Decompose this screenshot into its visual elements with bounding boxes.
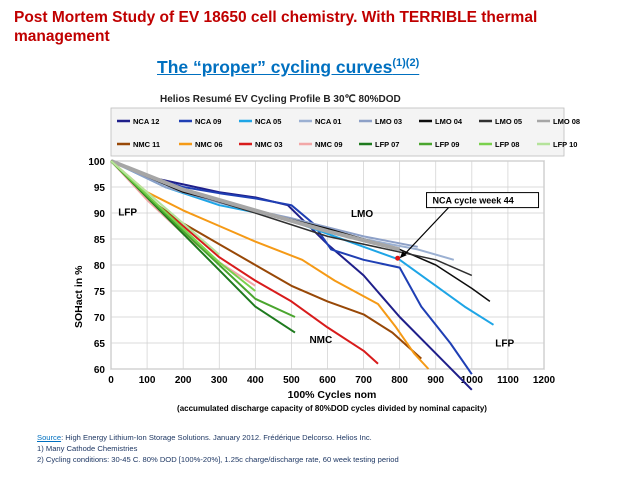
legend-label: NCA 09 [195,117,221,126]
chart-title: Helios Resumé EV Cycling Profile B 30℃ 8… [160,94,401,105]
x-tick-label: 700 [355,375,372,386]
chart-legend: NCA 12 NCA 09 NCA 05 NCA 01 LMO 03 LMO 04 LMO … [110,107,580,157]
x-tick-label: 0 [108,375,114,386]
legend-label: NCA 05 [255,117,281,126]
legend-label: LMO 05 [495,117,522,126]
y-tick-label: 60 [94,365,106,376]
x-tick-label: 100 [139,375,156,386]
x-tick-label: 200 [175,375,192,386]
legend-label: LFP 07 [375,140,399,149]
y-tick-label: 95 [94,183,106,194]
x-tick-label: 400 [247,375,264,386]
x-tick-label: 1100 [497,375,519,386]
x-tick-label: 1200 [533,375,556,386]
annotation-label: LFP [495,339,514,350]
footnotes: Source: High Energy Lithium-Ion Storage … [37,432,399,465]
y-tick-label: 80 [94,261,106,272]
subtitle-superscript: (1)(2) [392,57,420,70]
source-link[interactable]: Source [37,433,62,442]
x-axis-label: 100% Cycles nom [288,389,377,401]
footnote-1: 1) Many Cathode Chemistries [37,444,138,453]
x-tick-label: 300 [211,375,228,386]
annotation-arrowhead [399,251,407,259]
y-tick-label: 70 [94,313,106,324]
series-line [110,159,401,252]
legend-label: NCA 01 [315,117,341,126]
slide-subtitle: The “proper” cycling curves(1)(2) [157,57,419,78]
chart-annotations: LFP LMO NMC LFP NCA cycle week 44 [118,192,540,350]
cycling-chart: Helios Resumé EV Cycling Profile B 30℃ 8… [70,86,580,426]
legend-box [110,107,565,157]
annotation-label: LMO [351,209,373,220]
annotation-label: NCA cycle week 44 [433,196,514,206]
annotation-arrow [403,207,449,256]
legend-label: LMO 08 [553,117,580,126]
chart-series [110,159,495,391]
legend-label: NCA 12 [133,117,159,126]
legend-label: NMC 11 [133,140,160,149]
source-line: Source: High Energy Lithium-Ion Storage … [37,432,399,443]
annotation-box [426,192,540,209]
y-tick-label: 65 [94,339,106,350]
legend-label: LFP 08 [495,140,519,149]
annotation-marker [395,255,401,261]
annotation-label: LFP [118,208,137,219]
slide-title: Post Mortem Study of EV 18650 cell chemi… [14,9,538,45]
legend-label: LFP 10 [553,140,577,149]
x-tick-label: 800 [391,375,408,386]
annotation-label: NMC [309,335,332,346]
footnote-2: 2) Cycling conditions: 30-45 C. 80% DOD … [37,455,399,464]
series-line [110,160,430,370]
y-tick-label: 75 [94,287,106,298]
series-line [110,160,256,292]
x-axis-note: (accumulated discharge capacity of 80%DO… [177,404,487,413]
series-line [110,160,220,256]
x-tick-label: 500 [283,375,300,386]
y-tick-label: 100 [88,157,105,168]
legend-label: LFP 09 [435,140,459,149]
x-tick-label: 900 [427,375,444,386]
legend-label: LMO 04 [435,117,463,126]
legend-label: LMO 03 [375,117,402,126]
y-tick-label: 85 [94,235,106,246]
legend-label: NMC 09 [315,140,343,149]
subtitle-text: The “proper” cycling curves [157,57,393,77]
x-tick-label: 600 [319,375,336,386]
y-tick-label: 90 [94,209,106,220]
y-axis-label: SOHact in % [73,265,85,328]
chart-axes: 0 100 200 300 400 500 600 700 800 900 1000 1100 1200… [88,157,555,386]
legend-label: NMC 06 [195,140,223,149]
x-tick-label: 1000 [461,375,484,386]
source-text: : High Energy Lithium-Ion Storage Soluti… [61,433,372,442]
legend-label: NMC 03 [255,140,283,149]
